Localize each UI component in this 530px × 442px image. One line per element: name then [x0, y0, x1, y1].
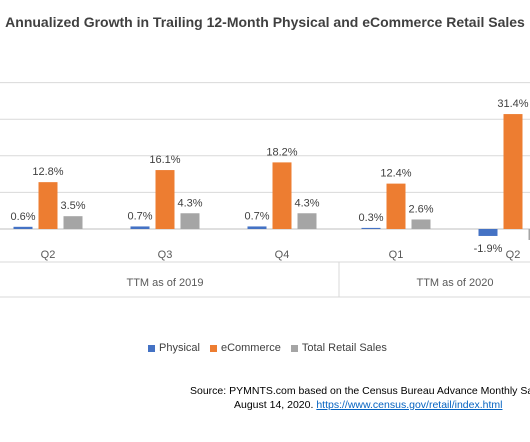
data-label-ecommerce: 12.8%: [32, 166, 63, 178]
bar-total-retail-sales: [411, 219, 431, 229]
legend-label-total-retail-sales: Total Retail Sales: [301, 342, 387, 354]
legend-item-physical: Physical: [148, 342, 200, 354]
category-label: Q2: [506, 249, 521, 261]
bar-physical: [247, 226, 267, 229]
legend-label-ecommerce: eCommerce: [220, 342, 281, 354]
data-label-physical: -1.9%: [474, 243, 503, 255]
bar-ecommerce: [272, 162, 292, 229]
legend-label-physical: Physical: [159, 342, 200, 354]
bar-total-retail-sales: [180, 213, 200, 229]
legend-swatch-total-retail-sales: [290, 344, 298, 352]
legend-swatch-physical: [148, 344, 155, 352]
bar-ecommerce: [155, 170, 175, 229]
data-label-ecommerce: 31.4%: [497, 98, 528, 110]
category-label: Q4: [275, 249, 290, 261]
data-label-total-retail-sales: 3.5%: [60, 200, 85, 212]
source-link[interactable]: https://www.census.gov/retail/index.html: [316, 399, 503, 411]
data-label-total-retail-sales: 4.3%: [177, 197, 202, 209]
source-date-line: August 14, 2020. https://www.census.gov/…: [0, 399, 530, 411]
bar-physical: [13, 226, 33, 229]
bar-physical: [361, 227, 381, 229]
data-label-total-retail-sales: 4.3%: [294, 197, 319, 209]
data-label-physical: 0.6%: [10, 211, 35, 223]
legend-swatch-ecommerce: [209, 344, 217, 352]
bar-ecommerce: [38, 182, 58, 229]
chart-title: Annualized Growth in Trailing 12-Month P…: [5, 14, 525, 30]
legend-item-total-retail-sales: Total Retail Sales: [290, 342, 387, 354]
category-label: Q2: [41, 249, 56, 261]
data-label-ecommerce: 12.4%: [380, 168, 411, 180]
group-label: TTM as of 2019: [126, 277, 203, 289]
data-label-physical: 0.3%: [358, 212, 383, 224]
data-label-ecommerce: 16.1%: [149, 154, 180, 166]
data-label-total-retail-sales: 2.6%: [408, 203, 433, 215]
bar-physical: [478, 229, 498, 236]
category-label: Q3: [158, 249, 173, 261]
source-note: Source: PYMNTS.com based on the Census B…: [190, 385, 530, 397]
legend-item-ecommerce: eCommerce: [209, 342, 281, 354]
chart-legend: Physical eCommerce Total Retail Sales: [148, 342, 387, 354]
category-label: Q1: [389, 249, 404, 261]
data-label-physical: 0.7%: [244, 210, 269, 222]
group-label: TTM as of 2020: [416, 277, 493, 289]
data-label-physical: 0.7%: [127, 210, 152, 222]
source-date: August 14, 2020.: [234, 399, 314, 411]
bar-ecommerce: [386, 183, 406, 229]
bar-total-retail-sales: [528, 229, 530, 240]
bar-total-retail-sales: [297, 213, 317, 229]
bar-total-retail-sales: [63, 216, 83, 229]
bar-physical: [130, 226, 150, 229]
data-label-ecommerce: 18.2%: [266, 146, 297, 158]
bar-ecommerce: [503, 114, 523, 229]
